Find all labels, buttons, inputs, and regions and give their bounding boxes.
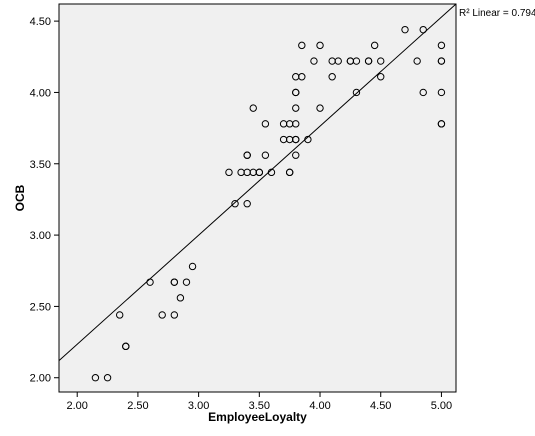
data-point bbox=[255, 168, 264, 177]
x-tick-label: 2.50 bbox=[127, 400, 148, 412]
data-point bbox=[377, 57, 385, 65]
data-point bbox=[170, 278, 179, 286]
fit-line-group bbox=[58, 3, 457, 361]
y-axis-title: OCB bbox=[13, 184, 27, 211]
data-point bbox=[158, 311, 166, 319]
y-tick-label: 4.00 bbox=[30, 87, 51, 99]
data-point bbox=[122, 342, 130, 351]
data-point bbox=[188, 262, 197, 271]
data-point bbox=[261, 151, 270, 159]
plot-area bbox=[58, 3, 457, 393]
data-point bbox=[352, 88, 361, 97]
data-point bbox=[437, 120, 446, 128]
data-point bbox=[334, 57, 342, 65]
data-point bbox=[364, 57, 373, 65]
data-point bbox=[292, 135, 300, 144]
fit-line bbox=[58, 3, 457, 361]
data-point bbox=[413, 57, 421, 65]
x-tick-label: 3.00 bbox=[188, 400, 209, 412]
data-point bbox=[437, 57, 446, 65]
data-point bbox=[116, 311, 124, 319]
data-point bbox=[328, 73, 336, 81]
data-point bbox=[419, 88, 427, 97]
x-axis-title: EmployeeLoyalty bbox=[208, 410, 307, 424]
data-point bbox=[419, 25, 427, 34]
data-point bbox=[243, 151, 251, 159]
data-point bbox=[243, 200, 251, 208]
data-point bbox=[170, 311, 179, 319]
x-axis: 2.00 2.50 3.00 3.50 4.00 4.50 5.00 bbox=[67, 392, 452, 412]
y-axis: 2.00 2.50 3.00 3.50 4.00 4.50 bbox=[30, 16, 59, 385]
y-tick-label: 3.50 bbox=[30, 159, 51, 171]
x-tick-label: 5.00 bbox=[431, 400, 452, 412]
x-tick-label: 4.50 bbox=[370, 400, 391, 412]
data-point bbox=[103, 374, 112, 382]
data-point bbox=[249, 104, 257, 112]
data-point bbox=[377, 73, 385, 81]
data-point bbox=[352, 57, 361, 65]
data-point bbox=[292, 120, 300, 128]
data-point bbox=[292, 88, 300, 97]
data-point bbox=[304, 135, 312, 144]
x-tick-label: 3.50 bbox=[249, 400, 270, 412]
data-point bbox=[370, 41, 379, 50]
data-point bbox=[292, 104, 300, 112]
data-point bbox=[437, 88, 446, 97]
data-point bbox=[91, 374, 100, 382]
data-point bbox=[182, 278, 191, 286]
data-point bbox=[310, 57, 318, 65]
y-tick-label: 2.00 bbox=[30, 373, 51, 385]
data-point bbox=[146, 278, 154, 286]
points-group bbox=[91, 25, 446, 382]
data-point bbox=[316, 41, 324, 50]
r2-linear-label: R² Linear = 0.794 bbox=[459, 8, 535, 19]
data-point bbox=[261, 120, 270, 128]
data-point bbox=[176, 294, 185, 302]
y-tick-label: 4.50 bbox=[30, 16, 51, 28]
data-point bbox=[285, 168, 294, 177]
data-point bbox=[298, 73, 306, 81]
data-point bbox=[267, 168, 276, 177]
data-point bbox=[437, 41, 446, 50]
x-tick-label: 4.00 bbox=[309, 400, 330, 412]
x-tick-label: 2.00 bbox=[67, 400, 88, 412]
y-tick-label: 2.50 bbox=[30, 301, 51, 313]
data-point bbox=[231, 200, 239, 208]
data-point bbox=[316, 104, 324, 112]
data-point bbox=[225, 168, 233, 177]
y-tick-label: 3.00 bbox=[30, 230, 51, 242]
data-point bbox=[401, 25, 409, 34]
data-point bbox=[292, 151, 300, 159]
data-point bbox=[298, 41, 306, 50]
